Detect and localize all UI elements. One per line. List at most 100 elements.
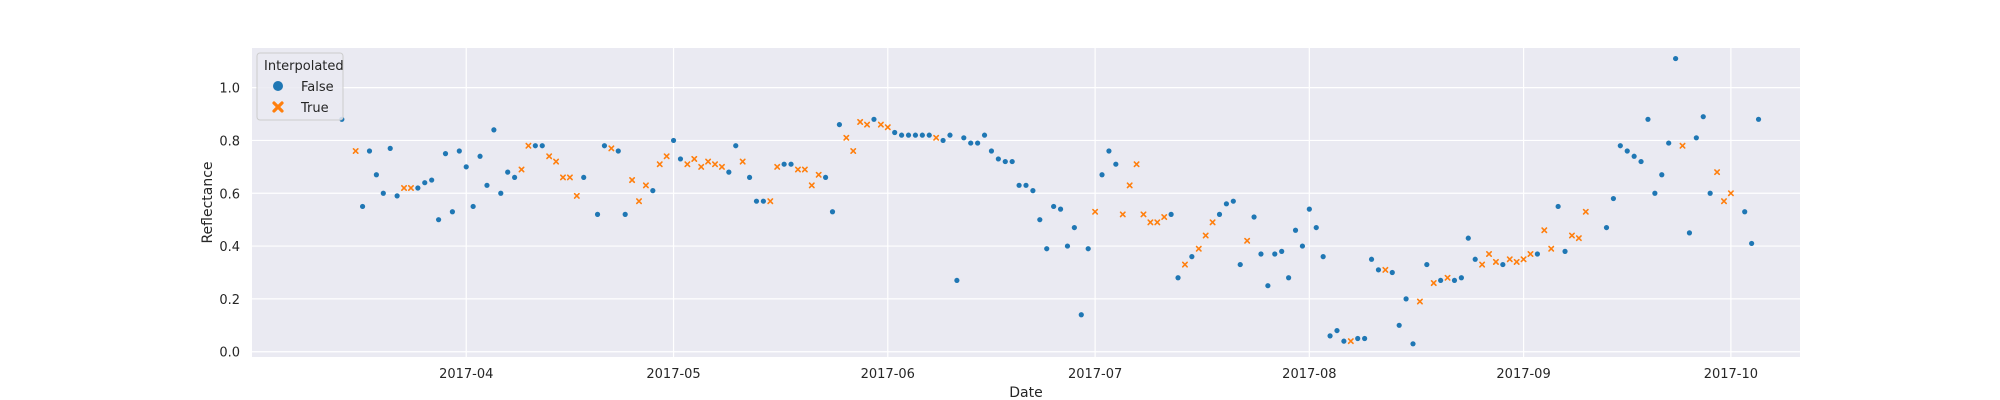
data-point-false [505,169,511,175]
series-true [352,118,1734,345]
data-point-true [877,121,884,128]
data-point-true [1513,258,1520,265]
data-point-true [1202,232,1209,239]
data-point-true [884,124,891,131]
data-point-false [1085,246,1091,252]
data-point-false [1389,269,1395,276]
y-tick-label: 0.8 [219,134,240,149]
data-point-false [753,198,760,204]
data-point-true [1092,208,1099,215]
data-point-false [1410,341,1416,347]
data-point-false [1292,227,1299,233]
y-axis-label: Reflectance [200,161,216,243]
x-tick-label: 2017-10 [1704,367,1758,382]
data-point-false [594,211,601,217]
data-point-false [677,156,684,162]
data-point-false [366,148,373,154]
data-point-false [1265,283,1271,289]
data-point-false [1044,246,1050,252]
data-point-true [1126,182,1133,189]
data-point-false [1396,322,1402,328]
data-point-true [1582,208,1589,215]
data-point-true [1382,266,1389,273]
data-point-false [539,143,545,149]
data-point-false [1465,235,1471,241]
data-point-false [1057,206,1064,212]
data-point-true [1347,338,1354,345]
data-point-false [905,132,912,138]
data-point-true [864,121,871,128]
data-point-true [1154,219,1161,226]
data-point-false [836,121,843,128]
y-tick-label: 0.2 [219,293,240,308]
data-point-true [767,198,774,205]
data-point-true [1527,251,1534,258]
data-point-false [1700,114,1706,120]
data-point-false [1023,182,1029,188]
x-axis-label: Date [1009,385,1042,400]
data-point-false [484,182,490,188]
data-point-true [857,118,864,125]
data-point-false [1368,256,1375,262]
data-point-true [794,166,801,173]
data-point-true [663,153,670,160]
data-point-true [808,182,815,189]
data-point-true [1147,219,1154,226]
data-point-false [1617,143,1623,149]
data-point-true [684,161,691,168]
data-point-true [1244,237,1251,244]
data-point-false [1451,277,1458,284]
data-point-true [933,134,940,141]
data-point-false [1106,148,1112,154]
data-point-true [774,163,781,170]
data-point-false [650,188,656,194]
data-point-true [1416,298,1423,305]
data-point-false [456,148,462,154]
data-point-false [373,172,379,178]
data-point-false [822,174,829,181]
series-false [339,55,1762,347]
data-point-true [1430,280,1437,287]
data-point-true [1548,245,1555,252]
data-point-false [981,132,988,138]
data-point-false [988,148,995,154]
data-point-false [1175,275,1181,281]
data-point-false [380,190,386,196]
data-point-true [1161,214,1168,221]
data-point-true [691,155,698,162]
data-point-false [1749,240,1755,247]
data-point-false [947,132,953,138]
data-point-false [422,180,428,186]
data-point-false [1320,254,1326,260]
data-point-true [352,148,359,154]
data-point-true [705,158,712,165]
data-point-false [961,135,967,141]
legend-title: Interpolated [264,59,344,74]
data-point-false [995,156,1001,162]
data-point-false [1355,335,1361,342]
data-point-false [1638,158,1644,165]
data-point-false [670,137,677,144]
data-point-false [1251,214,1257,220]
data-point-false [1645,116,1651,122]
data-point-true [1568,232,1575,239]
data-point-false [1707,190,1713,196]
data-point-false [940,137,946,144]
data-point-false [954,277,960,284]
legend-entries: False True [272,80,334,116]
data-point-false [1272,251,1278,257]
data-point-false [532,143,538,149]
data-point-false [1051,203,1057,210]
data-point-false [919,132,925,138]
data-point-false [1755,116,1762,122]
data-point-true [629,177,636,184]
data-point-false [1258,251,1264,257]
data-point-false [1078,312,1084,318]
x-tick-label: 2017-06 [861,367,915,382]
data-point-false [1223,201,1230,207]
data-point-true [608,145,615,152]
grid-lines [252,48,1800,357]
data-point-false [788,161,794,167]
data-point-true [573,192,580,199]
data-point-false [1306,206,1312,212]
